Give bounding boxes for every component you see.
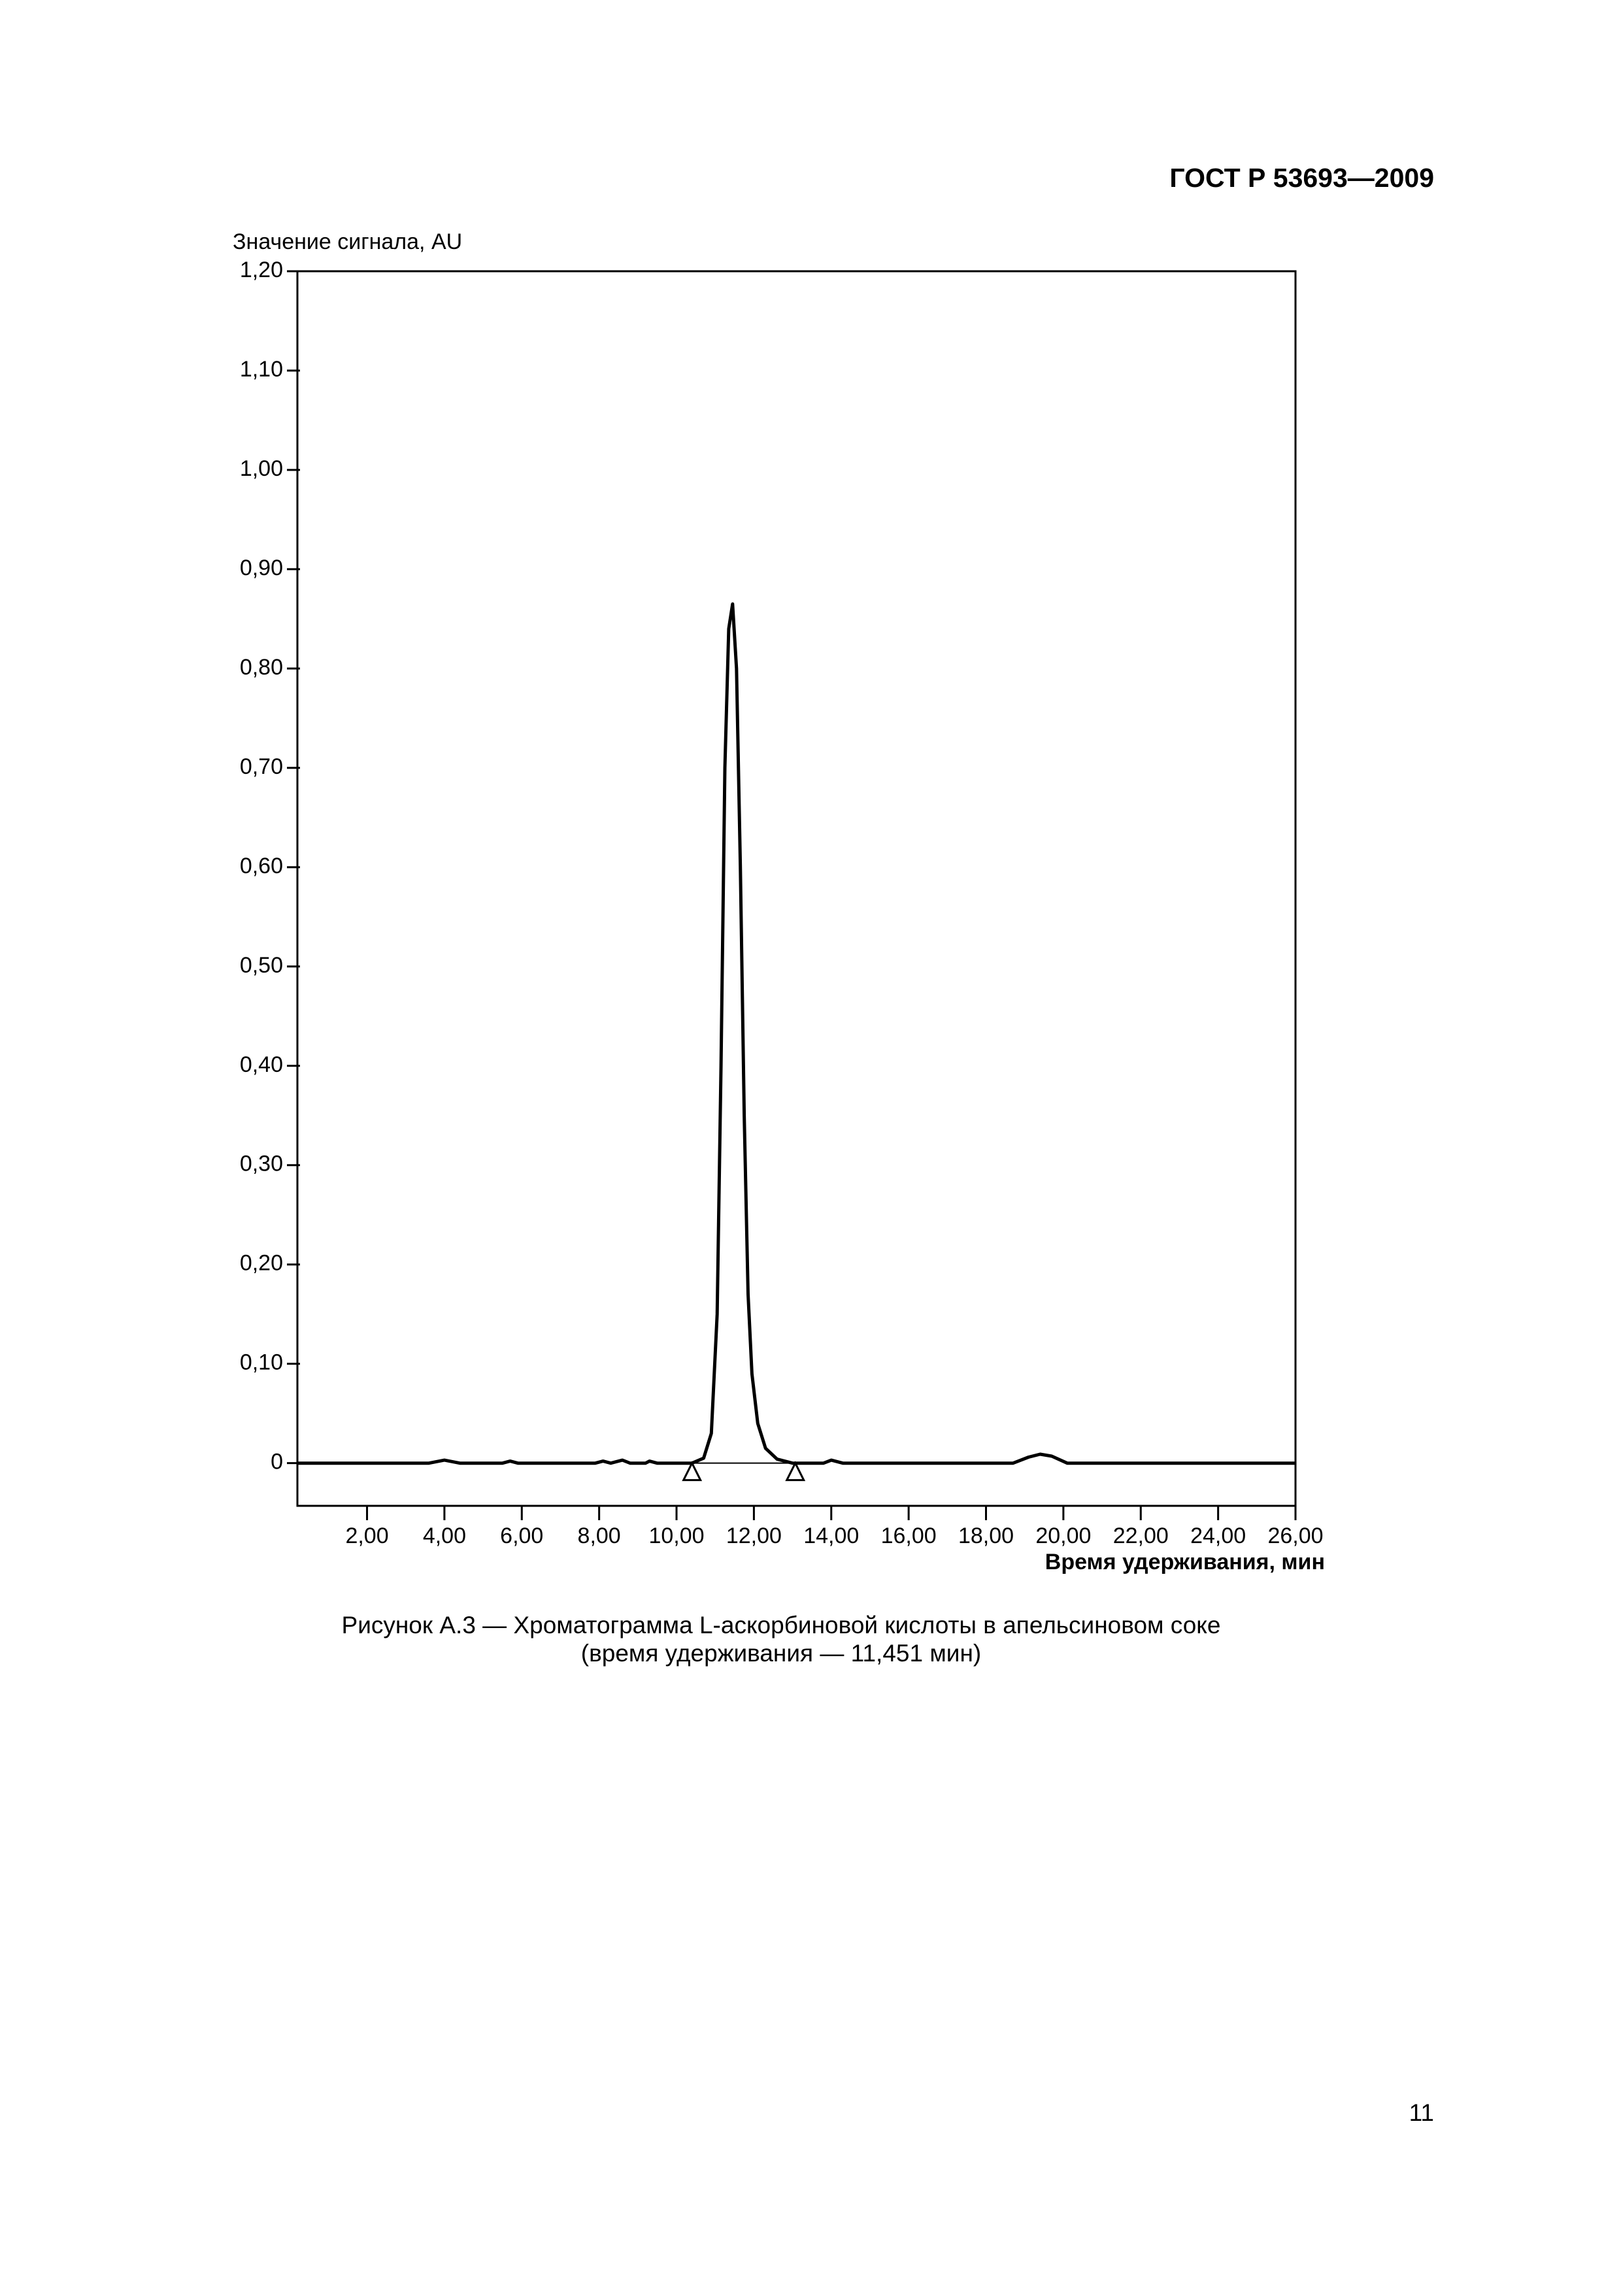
y-tick-label: 0,80 [240,655,283,680]
y-tick-label: 0,30 [240,1152,283,1176]
x-tick-label: 26,00 [1267,1523,1323,1548]
caption-line: (время удерживания — 11,451 мин) [581,1640,981,1667]
x-tick-label: 24,00 [1190,1523,1246,1548]
y-tick-label: 1,20 [240,258,283,282]
x-tick-label: 20,00 [1035,1523,1091,1548]
caption-line: Рисунок А.3 — Хроматограмма L-аскорбинов… [342,1612,1221,1639]
x-tick-label: 22,00 [1113,1523,1169,1548]
x-tick-label: 6,00 [500,1523,543,1548]
y-axis-label: Значение сигнала, AU [233,229,462,254]
y-tick-label: 0,20 [240,1251,283,1276]
x-tick-label: 8,00 [578,1523,621,1548]
y-tick-label: 0,10 [240,1350,283,1375]
y-tick-label: 0,90 [240,556,283,580]
x-tick-label: 18,00 [958,1523,1014,1548]
integration-marker [785,1461,806,1482]
x-tick-label: 10,00 [648,1523,704,1548]
x-tick-label: 2,00 [345,1523,388,1548]
y-tick-label: 0,70 [240,754,283,779]
x-axis-label: Время удерживания, мин [1045,1550,1325,1574]
y-tick-label: 0,40 [240,1052,283,1077]
y-tick-label: 0 [271,1450,283,1474]
y-tick-label: 1,10 [240,357,283,382]
page-number: 11 [1409,2099,1434,2126]
x-tick-label: 4,00 [423,1523,466,1548]
plot-frame [296,270,1297,1507]
x-tick-label: 14,00 [803,1523,859,1548]
x-tick-label: 16,00 [881,1523,937,1548]
header-code: ГОСТ Р 53693—2009 [1169,163,1434,193]
chromatogram-line [297,602,1295,1465]
y-tick-label: 1,00 [240,456,283,481]
y-tick-label: 0,50 [240,953,283,978]
integration-marker [682,1461,703,1482]
y-tick-label: 0,60 [240,854,283,878]
x-tick-label: 12,00 [726,1523,782,1548]
